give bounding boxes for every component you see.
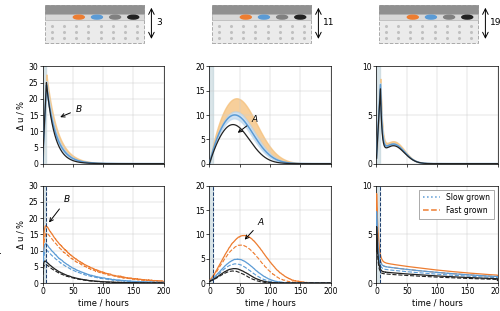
Bar bbox=[376, 186, 380, 283]
FancyBboxPatch shape bbox=[379, 5, 478, 43]
Legend: Slow grown, Fast grown: Slow grown, Fast grown bbox=[419, 190, 494, 219]
Text: A: A bbox=[238, 115, 258, 132]
Circle shape bbox=[462, 15, 472, 19]
Circle shape bbox=[426, 15, 436, 19]
Circle shape bbox=[110, 15, 120, 19]
Y-axis label: $\Delta$ u / %: $\Delta$ u / % bbox=[15, 219, 26, 250]
Bar bbox=[42, 66, 46, 164]
Y-axis label: $\Delta$ u / %: $\Delta$ u / % bbox=[15, 99, 26, 131]
Text: 11: 11 bbox=[323, 18, 334, 27]
Bar bbox=[376, 66, 380, 164]
FancyBboxPatch shape bbox=[45, 5, 144, 14]
Circle shape bbox=[74, 15, 84, 19]
FancyBboxPatch shape bbox=[45, 5, 144, 43]
Circle shape bbox=[240, 15, 251, 19]
X-axis label: time / hours: time / hours bbox=[244, 299, 296, 308]
Bar bbox=[42, 186, 46, 283]
FancyBboxPatch shape bbox=[212, 5, 311, 43]
FancyBboxPatch shape bbox=[212, 14, 311, 20]
Circle shape bbox=[295, 15, 306, 19]
Circle shape bbox=[276, 15, 287, 19]
Circle shape bbox=[92, 15, 102, 19]
Circle shape bbox=[408, 15, 418, 19]
Bar bbox=[210, 66, 214, 164]
Circle shape bbox=[258, 15, 270, 19]
Circle shape bbox=[444, 15, 454, 19]
Text: B: B bbox=[50, 195, 70, 222]
Circle shape bbox=[128, 15, 138, 19]
FancyBboxPatch shape bbox=[379, 5, 478, 14]
FancyBboxPatch shape bbox=[212, 5, 311, 14]
Bar bbox=[210, 186, 214, 283]
Text: A: A bbox=[246, 218, 264, 239]
Text: Experimental: Experimental bbox=[0, 206, 1, 262]
Text: B: B bbox=[61, 105, 82, 117]
X-axis label: time / hours: time / hours bbox=[78, 299, 128, 308]
FancyBboxPatch shape bbox=[379, 14, 478, 20]
Text: Numerical: Numerical bbox=[0, 93, 1, 137]
Text: 3: 3 bbox=[156, 18, 162, 27]
Text: 19: 19 bbox=[490, 18, 500, 27]
X-axis label: time / hours: time / hours bbox=[412, 299, 463, 308]
FancyBboxPatch shape bbox=[45, 14, 144, 20]
